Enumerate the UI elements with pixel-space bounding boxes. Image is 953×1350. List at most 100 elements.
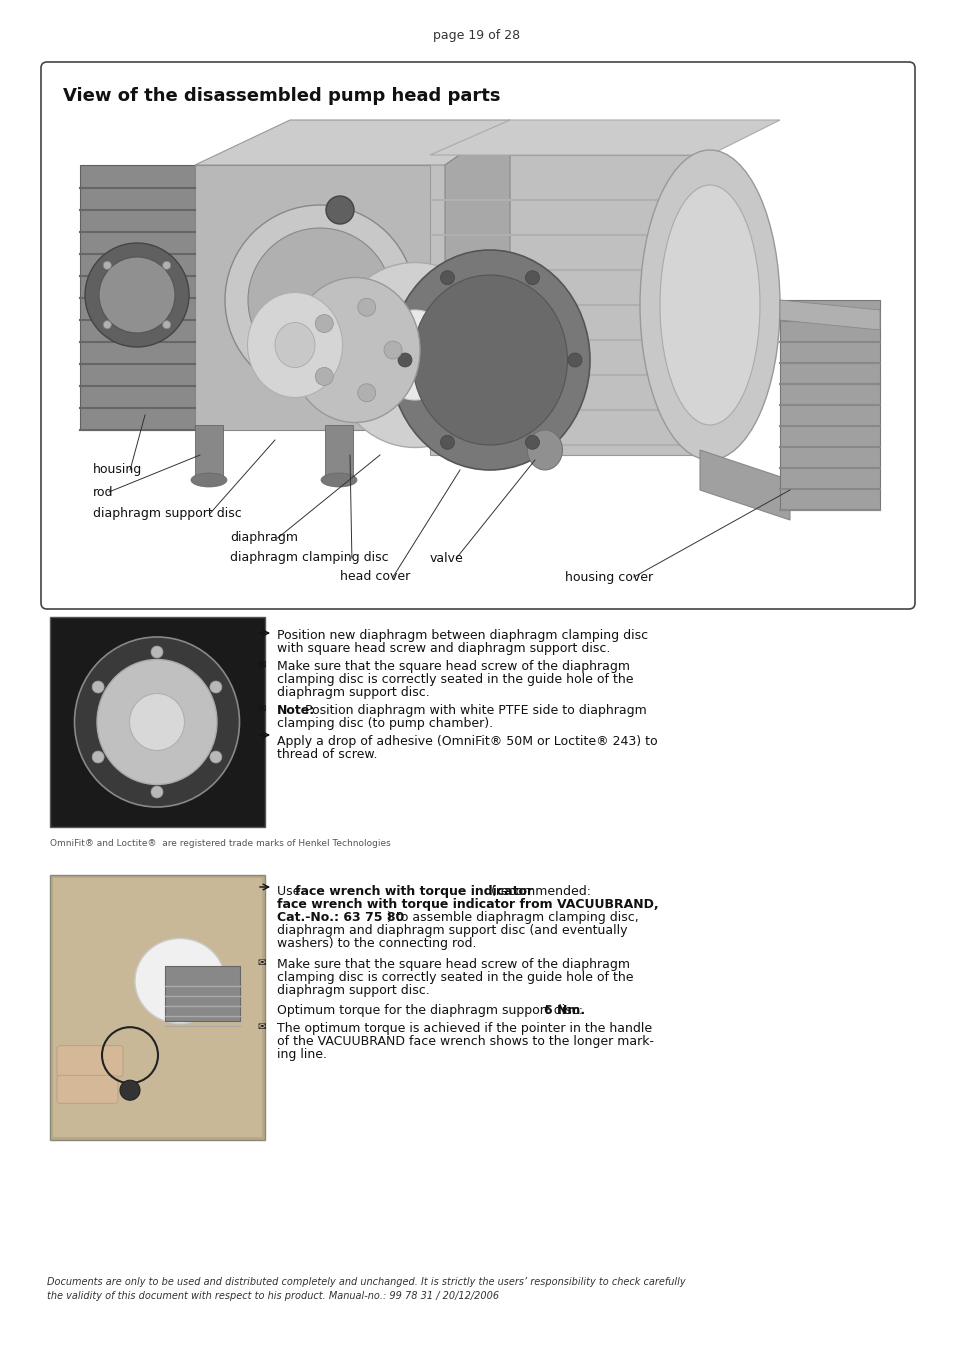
Circle shape	[314, 315, 333, 332]
Circle shape	[567, 352, 581, 367]
Text: clamping disc (to pump chamber).: clamping disc (to pump chamber).	[276, 717, 493, 730]
Text: diaphragm and diaphragm support disc (and eventually: diaphragm and diaphragm support disc (an…	[276, 923, 627, 937]
Text: head cover: head cover	[339, 571, 410, 583]
Ellipse shape	[527, 431, 562, 470]
Circle shape	[120, 1080, 140, 1100]
Text: valve: valve	[430, 552, 463, 564]
Ellipse shape	[130, 694, 184, 751]
Text: thread of screw.: thread of screw.	[276, 748, 377, 761]
FancyBboxPatch shape	[194, 165, 444, 431]
Text: Make sure that the square head screw of the diaphragm: Make sure that the square head screw of …	[276, 660, 629, 674]
Circle shape	[99, 256, 174, 333]
Bar	[430, 155, 709, 455]
Text: ✉: ✉	[256, 703, 266, 714]
Text: diaphragm: diaphragm	[230, 532, 297, 544]
Text: View of the disassembled pump head parts: View of the disassembled pump head parts	[63, 86, 500, 105]
Ellipse shape	[412, 275, 567, 446]
Ellipse shape	[320, 472, 356, 487]
Text: clamping disc is correctly seated in the guide hole of the: clamping disc is correctly seated in the…	[276, 971, 633, 984]
Text: face wrench with torque indicator: face wrench with torque indicator	[294, 886, 533, 898]
Text: ✉: ✉	[256, 958, 266, 968]
Text: clamping disc is correctly seated in the guide hole of the: clamping disc is correctly seated in the…	[276, 674, 633, 686]
Ellipse shape	[290, 278, 419, 423]
Text: washers) to the connecting rod.: washers) to the connecting rod.	[276, 937, 476, 950]
Ellipse shape	[74, 637, 239, 807]
Circle shape	[210, 751, 222, 763]
Ellipse shape	[330, 262, 499, 447]
Circle shape	[440, 435, 454, 450]
Text: Optimum torque for the diaphragm support disc:: Optimum torque for the diaphragm support…	[276, 1004, 586, 1017]
Bar	[80, 165, 194, 431]
Circle shape	[326, 196, 354, 224]
Text: diaphragm support disc.: diaphragm support disc.	[276, 686, 429, 699]
Text: diaphragm support disc: diaphragm support disc	[92, 508, 241, 521]
Circle shape	[151, 647, 163, 657]
Bar	[53, 878, 262, 1137]
Circle shape	[357, 298, 375, 316]
Text: the validity of this document with respect to his product. Manual-no.: 99 78 31 : the validity of this document with respe…	[47, 1291, 498, 1301]
Circle shape	[85, 243, 189, 347]
Text: Apply a drop of adhesive (OmniFit® 50M or Loctite® 243) to: Apply a drop of adhesive (OmniFit® 50M o…	[276, 734, 657, 748]
Bar	[325, 425, 353, 481]
Text: Documents are only to be used and distributed completely and unchanged. It is st: Documents are only to be used and distri…	[47, 1277, 685, 1287]
Bar	[194, 425, 223, 481]
Text: (recommended:: (recommended:	[486, 886, 590, 898]
Text: Use: Use	[276, 886, 304, 898]
Text: housing: housing	[92, 463, 142, 477]
Ellipse shape	[659, 185, 760, 425]
FancyBboxPatch shape	[41, 62, 914, 609]
Bar	[780, 300, 879, 510]
Ellipse shape	[639, 150, 780, 460]
Circle shape	[357, 383, 375, 402]
Circle shape	[92, 751, 104, 763]
Text: ) to assemble diaphragm clamping disc,: ) to assemble diaphragm clamping disc,	[387, 911, 639, 923]
Bar	[165, 965, 240, 1021]
Circle shape	[103, 262, 112, 269]
Text: Note:: Note:	[276, 703, 314, 717]
Text: Cat.-No.: 63 75 80: Cat.-No.: 63 75 80	[276, 911, 404, 923]
Ellipse shape	[97, 660, 216, 784]
Circle shape	[163, 321, 171, 328]
Circle shape	[92, 680, 104, 693]
Text: 6 Nm.: 6 Nm.	[543, 1004, 584, 1017]
Polygon shape	[780, 300, 879, 329]
Bar	[50, 875, 265, 1139]
FancyBboxPatch shape	[57, 1046, 123, 1077]
Circle shape	[248, 228, 392, 373]
Circle shape	[163, 262, 171, 269]
Circle shape	[314, 367, 333, 386]
Text: diaphragm support disc.: diaphragm support disc.	[276, 984, 429, 998]
Polygon shape	[700, 450, 789, 520]
Circle shape	[440, 271, 454, 285]
Polygon shape	[444, 120, 510, 431]
Ellipse shape	[135, 938, 225, 1023]
Text: Position diaphragm with white PTFE side to diaphragm: Position diaphragm with white PTFE side …	[305, 703, 646, 717]
Circle shape	[225, 205, 415, 396]
Circle shape	[397, 352, 412, 367]
Circle shape	[151, 786, 163, 798]
Text: OmniFit® and Loctite®  are registered trade marks of Henkel Technologies: OmniFit® and Loctite® are registered tra…	[50, 838, 391, 848]
Text: Position new diaphragm between diaphragm clamping disc: Position new diaphragm between diaphragm…	[276, 629, 647, 643]
Text: Make sure that the square head screw of the diaphragm: Make sure that the square head screw of …	[276, 958, 629, 971]
Text: ✉: ✉	[256, 660, 266, 670]
FancyBboxPatch shape	[57, 1075, 118, 1103]
Circle shape	[103, 321, 112, 328]
Text: ✉: ✉	[256, 1022, 266, 1031]
Text: of the VACUUBRAND face wrench shows to the longer mark-: of the VACUUBRAND face wrench shows to t…	[276, 1035, 654, 1048]
Text: ing line.: ing line.	[276, 1048, 327, 1061]
Ellipse shape	[247, 293, 342, 397]
Ellipse shape	[191, 472, 227, 487]
Circle shape	[210, 680, 222, 693]
Text: housing cover: housing cover	[564, 571, 653, 583]
Ellipse shape	[390, 250, 589, 470]
Polygon shape	[194, 120, 510, 165]
Circle shape	[525, 435, 539, 450]
Text: page 19 of 28: page 19 of 28	[433, 28, 520, 42]
Circle shape	[525, 271, 539, 285]
Ellipse shape	[274, 323, 314, 367]
Bar	[50, 617, 265, 828]
Text: rod: rod	[92, 486, 113, 498]
Bar	[57, 108, 898, 593]
Text: diaphragm clamping disc: diaphragm clamping disc	[230, 552, 388, 564]
Text: The optimum torque is achieved if the pointer in the handle: The optimum torque is achieved if the po…	[276, 1022, 652, 1035]
